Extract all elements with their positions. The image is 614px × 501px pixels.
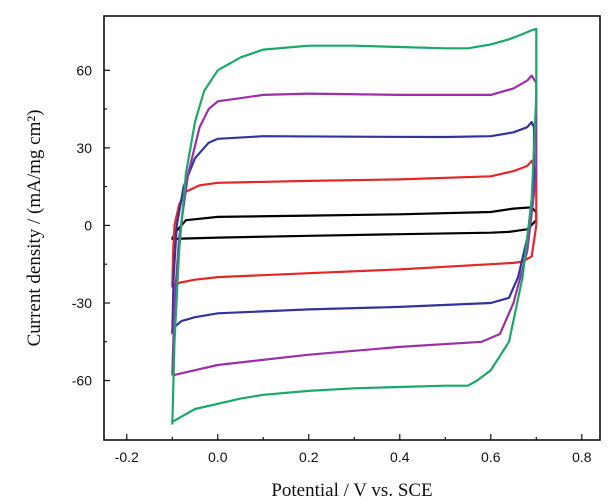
x-axis-title: Potential / V vs. SCE	[271, 480, 432, 501]
cv-curve-5	[171, 27, 538, 425]
axis-ticks: -0.2 0.0 0.2 0.4 0.6 0.8 -60 -30 0 30 60	[72, 62, 592, 465]
y-tick-label: -30	[72, 295, 92, 311]
y-tick-label: 30	[76, 140, 92, 156]
x-tick-label: -0.2	[115, 449, 139, 465]
y-axis-title: Current density / (mA/mg cm²)	[24, 110, 45, 347]
y-tick-label: -60	[72, 373, 92, 389]
x-tick-label: 0.8	[572, 449, 592, 465]
y-tick-label: 60	[76, 62, 92, 78]
cv-curve-4	[171, 74, 538, 377]
x-tick-label: 0.2	[299, 449, 319, 465]
plot-frame	[103, 15, 601, 441]
cv-curve-3	[171, 120, 536, 335]
cv-curve-1	[171, 206, 538, 240]
x-tick-label: 0.0	[208, 449, 228, 465]
x-tick-label: 0.6	[481, 449, 501, 465]
x-tick-label: 0.4	[390, 449, 410, 465]
cv-curves	[171, 27, 538, 425]
cv-curve-2	[171, 159, 538, 288]
y-tick-label: 0	[84, 217, 92, 233]
